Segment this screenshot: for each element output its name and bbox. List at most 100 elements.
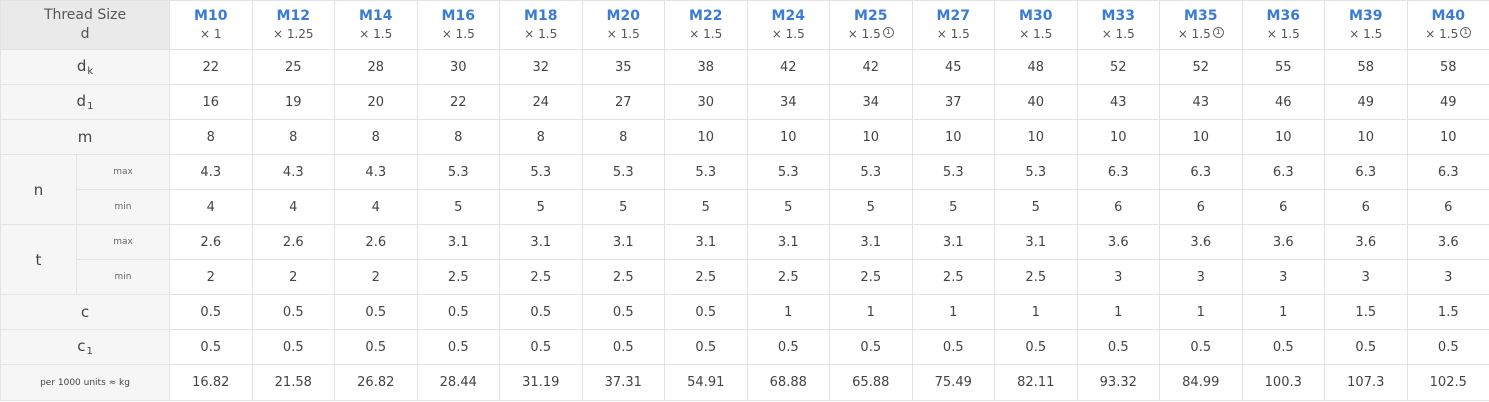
param-label-n: n xyxy=(0,154,77,225)
value-cell: 2 xyxy=(251,259,336,295)
value-cell: 2.5 xyxy=(664,259,748,295)
value-cell: 2.5 xyxy=(829,259,913,295)
value-cell: 40 xyxy=(994,84,1078,120)
size-name: M20 xyxy=(606,8,640,24)
size-pitch: × 1.5 xyxy=(524,27,558,41)
value-cell: 43 xyxy=(1076,84,1161,120)
value-cell: 1 xyxy=(994,294,1078,330)
value-cell: 1 xyxy=(1159,294,1243,330)
size-name: M40 xyxy=(1431,8,1465,24)
size-name: M22 xyxy=(689,8,723,24)
value-cell: 102.5 xyxy=(1406,364,1489,401)
value-cell: 6.3 xyxy=(1241,154,1326,190)
value-cell: 5 xyxy=(829,189,913,225)
row-dk: dk 22 25 28 30 32 35 38 42 42 45 48 52 52 55 58 58 xyxy=(0,49,1489,85)
value-cell: 6.3 xyxy=(1324,154,1408,190)
size-name: M16 xyxy=(441,8,475,24)
value-cell: 6 xyxy=(1076,189,1161,225)
size-name: M12 xyxy=(276,8,310,24)
value-cell: 0.5 xyxy=(664,294,748,330)
value-cell: 3.1 xyxy=(911,224,996,260)
value-cell: 0.5 xyxy=(169,294,253,330)
size-pitch: × 1.5 xyxy=(1019,27,1053,41)
size-name: M36 xyxy=(1266,8,1300,24)
value-cell: 0.5 xyxy=(334,329,418,365)
value-cell: 0.5 xyxy=(581,329,666,365)
value-cell: 0.5 xyxy=(994,329,1078,365)
value-cell: 4.3 xyxy=(169,154,253,190)
value-cell: 24 xyxy=(499,84,583,120)
value-cell: 45 xyxy=(911,49,996,85)
size-header-m12: M12 × 1.25 xyxy=(251,0,336,50)
sublabel-min: min xyxy=(75,189,171,225)
value-cell: 0.5 xyxy=(1241,329,1326,365)
value-cell: 10 xyxy=(994,119,1078,155)
value-cell: 52 xyxy=(1159,49,1243,85)
value-cell: 0.5 xyxy=(1324,329,1408,365)
value-cell: 6.3 xyxy=(1076,154,1161,190)
value-cell: 10 xyxy=(1241,119,1326,155)
value-cell: 10 xyxy=(746,119,831,155)
value-cell: 26.82 xyxy=(334,364,418,401)
value-cell: 1 xyxy=(1241,294,1326,330)
value-cell: 0.5 xyxy=(581,294,666,330)
sublabel-max: max xyxy=(75,224,171,260)
size-header-m30: M30 × 1.5 xyxy=(994,0,1078,50)
value-cell: 5.3 xyxy=(416,154,501,190)
value-cell: 0.5 xyxy=(664,329,748,365)
value-cell: 3.6 xyxy=(1406,224,1489,260)
value-cell: 5.3 xyxy=(994,154,1078,190)
value-cell: 5 xyxy=(664,189,748,225)
value-cell: 5 xyxy=(416,189,501,225)
value-cell: 20 xyxy=(334,84,418,120)
header-row: Thread Size d M10 × 1 M12 × 1.25 M14 × 1.5 M16… xyxy=(0,0,1489,50)
size-pitch: × 1.5 xyxy=(1266,27,1300,41)
value-cell: 35 xyxy=(581,49,666,85)
size-name: M33 xyxy=(1101,8,1135,24)
value-cell: 3.1 xyxy=(746,224,831,260)
footnote-marker-icon: 1 xyxy=(1212,27,1224,38)
value-cell: 49 xyxy=(1324,84,1408,120)
value-cell: 55 xyxy=(1241,49,1326,85)
value-cell: 58 xyxy=(1324,49,1408,85)
size-header-m27: M27 × 1.5 xyxy=(911,0,996,50)
size-pitch: × 1.5 xyxy=(441,27,475,41)
value-cell: 5.3 xyxy=(581,154,666,190)
value-cell: 68.88 xyxy=(746,364,831,401)
value-cell: 34 xyxy=(746,84,831,120)
size-header-m36: M36 × 1.5 xyxy=(1241,0,1326,50)
value-cell: 1.5 xyxy=(1406,294,1489,330)
value-cell: 1 xyxy=(1076,294,1161,330)
value-cell: 37.31 xyxy=(581,364,666,401)
thread-size-symbol: d xyxy=(80,26,90,42)
footnote-marker-icon: 1 xyxy=(882,27,894,38)
value-cell: 34 xyxy=(829,84,913,120)
value-cell: 5.3 xyxy=(911,154,996,190)
value-cell: 22 xyxy=(416,84,501,120)
value-cell: 65.88 xyxy=(829,364,913,401)
value-cell: 3 xyxy=(1406,259,1489,295)
value-cell: 0.5 xyxy=(911,329,996,365)
param-label-m: m xyxy=(0,119,171,155)
param-label-c: c xyxy=(0,294,171,330)
value-cell: 2.5 xyxy=(911,259,996,295)
size-pitch: × 1.5 xyxy=(771,27,805,41)
value-cell: 3 xyxy=(1076,259,1161,295)
row-m: m 8 8 8 8 8 8 10 10 10 10 10 10 10 10 10 10 xyxy=(0,119,1489,155)
row-t-min: min 2 2 2 2.5 2.5 2.5 2.5 2.5 2.5 2.5 2.5 3 3 3 3 3 xyxy=(1,259,1489,295)
value-cell: 8 xyxy=(334,119,418,155)
value-cell: 6 xyxy=(1406,189,1489,225)
value-cell: 31.19 xyxy=(499,364,583,401)
value-cell: 19 xyxy=(251,84,336,120)
value-cell: 0.5 xyxy=(829,329,913,365)
value-cell: 0.5 xyxy=(416,294,501,330)
value-cell: 58 xyxy=(1406,49,1489,85)
value-cell: 22 xyxy=(169,49,253,85)
value-cell: 2.6 xyxy=(334,224,418,260)
value-cell: 84.99 xyxy=(1159,364,1243,401)
value-cell: 0.5 xyxy=(416,329,501,365)
size-pitch: × 1.25 xyxy=(272,27,314,41)
value-cell: 4 xyxy=(251,189,336,225)
value-cell: 0.5 xyxy=(1406,329,1489,365)
row-c: c 0.5 0.5 0.5 0.5 0.5 0.5 0.5 1 1 1 1 1 1 1 1.5 1.5 xyxy=(0,294,1489,330)
